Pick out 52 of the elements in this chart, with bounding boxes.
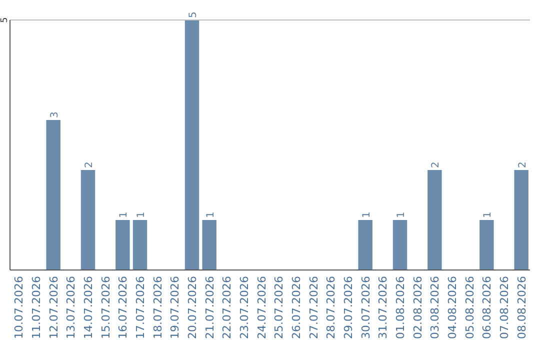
data-label: 2 — [84, 162, 95, 168]
x-tick-label: 17.07.2026 — [134, 276, 147, 339]
data-label: 1 — [205, 212, 216, 218]
x-tick-label: 26.07.2026 — [290, 276, 303, 339]
x-tick-label: 14.07.2026 — [82, 276, 95, 339]
data-label: 3 — [49, 112, 60, 118]
x-tick-label: 13.07.2026 — [64, 276, 78, 339]
x-tick-label: 18.07.2026 — [151, 276, 164, 339]
bar — [480, 220, 494, 270]
x-tick-label: 15.07.2026 — [99, 276, 112, 339]
x-tick-label: 31.07.2026 — [376, 276, 390, 339]
x-tick-label: 08.08.2026 — [515, 276, 528, 339]
data-label: 1 — [136, 212, 147, 218]
x-tick-label: 29.07.2026 — [342, 276, 355, 339]
x-tick-label: 12.07.2026 — [47, 276, 60, 339]
x-tick-label: 16.07.2026 — [116, 276, 130, 339]
x-tick-label: 03.08.2026 — [428, 276, 442, 339]
data-label: 2 — [517, 162, 528, 168]
data-label: 1 — [482, 212, 494, 218]
x-tick-label: 10.07.2026 — [12, 276, 26, 339]
bar — [184, 20, 200, 270]
x-tick-label: 23.07.2026 — [238, 276, 251, 339]
x-tick-label: 05.08.2026 — [463, 276, 476, 339]
x-tick-label: 11.07.2026 — [30, 276, 43, 339]
bar — [392, 220, 408, 270]
bar — [428, 170, 442, 270]
x-tick-label: 19.07.2026 — [168, 276, 182, 339]
data-label: 1 — [396, 212, 407, 218]
data-label: 1 — [118, 212, 130, 218]
bar — [202, 220, 216, 270]
x-tick-label: 24.07.2026 — [255, 276, 268, 339]
bar — [116, 220, 130, 270]
bar — [358, 220, 372, 270]
x-tick-label: 28.07.2026 — [324, 276, 338, 339]
x-tick-label: 04.08.2026 — [446, 276, 459, 339]
bar — [132, 220, 148, 270]
x-tick-label: 07.08.2026 — [498, 276, 511, 339]
bar — [46, 120, 60, 270]
bar — [80, 170, 96, 270]
x-tick-label: 30.07.2026 — [359, 276, 372, 339]
x-tick-label: 20.07.2026 — [186, 276, 199, 339]
data-label: 1 — [361, 212, 372, 218]
x-tick-label: 02.08.2026 — [411, 276, 424, 339]
x-tick-label: 27.07.2026 — [307, 276, 320, 339]
bar — [514, 170, 528, 270]
data-label: 5 — [188, 12, 199, 18]
x-tick-label: 01.08.2026 — [394, 276, 407, 339]
x-tick-label: 25.07.2026 — [272, 276, 286, 339]
data-label: 2 — [430, 162, 442, 168]
x-tick-label: 21.07.2026 — [203, 276, 216, 339]
x-tick-label: 06.08.2026 — [480, 276, 494, 339]
x-tick-label: 22.07.2026 — [220, 276, 234, 339]
